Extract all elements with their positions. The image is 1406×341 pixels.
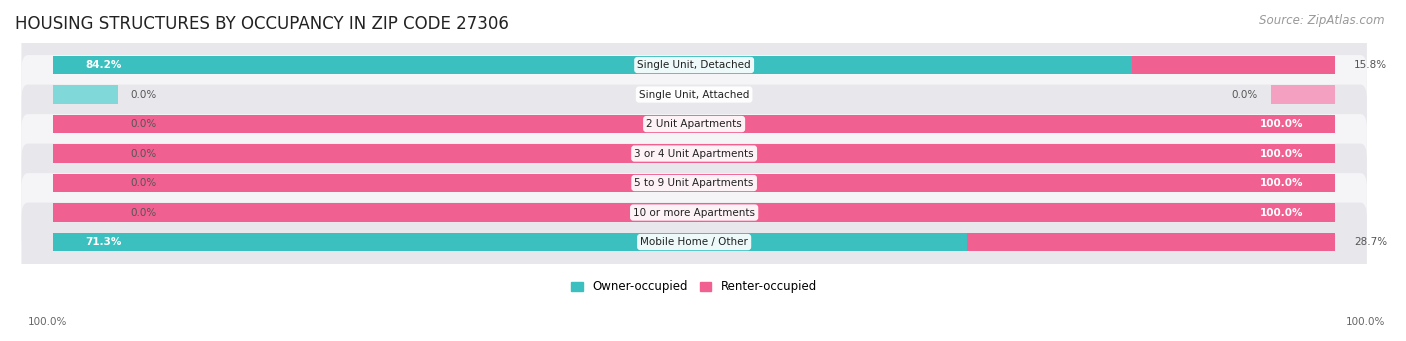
Text: 100.0%: 100.0% [1260, 149, 1303, 159]
Text: 0.0%: 0.0% [131, 208, 156, 218]
FancyBboxPatch shape [21, 203, 1367, 282]
Text: 10 or more Apartments: 10 or more Apartments [633, 208, 755, 218]
Text: 100.0%: 100.0% [1260, 119, 1303, 129]
Text: Source: ZipAtlas.com: Source: ZipAtlas.com [1260, 14, 1385, 27]
Legend: Owner-occupied, Renter-occupied: Owner-occupied, Renter-occupied [567, 276, 823, 298]
Text: 84.2%: 84.2% [86, 60, 122, 70]
Text: Single Unit, Detached: Single Unit, Detached [637, 60, 751, 70]
Bar [53, 174, 118, 192]
Bar [53, 85, 118, 104]
Text: Mobile Home / Other: Mobile Home / Other [640, 237, 748, 247]
Text: 0.0%: 0.0% [131, 90, 156, 100]
Text: 5 to 9 Unit Apartments: 5 to 9 Unit Apartments [634, 178, 754, 188]
Text: 0.0%: 0.0% [1232, 90, 1258, 100]
Bar [53, 203, 118, 222]
Text: 0.0%: 0.0% [131, 119, 156, 129]
Bar [53, 144, 118, 163]
FancyBboxPatch shape [21, 26, 1367, 104]
Bar [53, 174, 1334, 192]
Bar [53, 144, 1334, 163]
FancyBboxPatch shape [21, 173, 1367, 252]
Text: Single Unit, Attached: Single Unit, Attached [638, 90, 749, 100]
Text: 100.0%: 100.0% [1260, 178, 1303, 188]
Text: 2 Unit Apartments: 2 Unit Apartments [647, 119, 742, 129]
Text: 100.0%: 100.0% [28, 317, 67, 327]
Text: HOUSING STRUCTURES BY OCCUPANCY IN ZIP CODE 27306: HOUSING STRUCTURES BY OCCUPANCY IN ZIP C… [15, 15, 509, 33]
Text: 15.8%: 15.8% [1354, 60, 1388, 70]
Bar [1271, 85, 1334, 104]
Text: 0.0%: 0.0% [131, 178, 156, 188]
Text: 100.0%: 100.0% [1260, 208, 1303, 218]
Bar [53, 115, 118, 133]
Bar [1132, 56, 1334, 74]
Text: 3 or 4 Unit Apartments: 3 or 4 Unit Apartments [634, 149, 754, 159]
Bar [53, 115, 1334, 133]
FancyBboxPatch shape [21, 114, 1367, 193]
Bar [53, 233, 967, 251]
Bar [967, 233, 1334, 251]
Text: 28.7%: 28.7% [1354, 237, 1388, 247]
Text: 71.3%: 71.3% [86, 237, 122, 247]
Text: 0.0%: 0.0% [131, 149, 156, 159]
FancyBboxPatch shape [21, 144, 1367, 222]
Bar [53, 203, 1334, 222]
Bar [53, 56, 1132, 74]
FancyBboxPatch shape [21, 55, 1367, 134]
FancyBboxPatch shape [21, 85, 1367, 163]
Text: 100.0%: 100.0% [1346, 317, 1385, 327]
